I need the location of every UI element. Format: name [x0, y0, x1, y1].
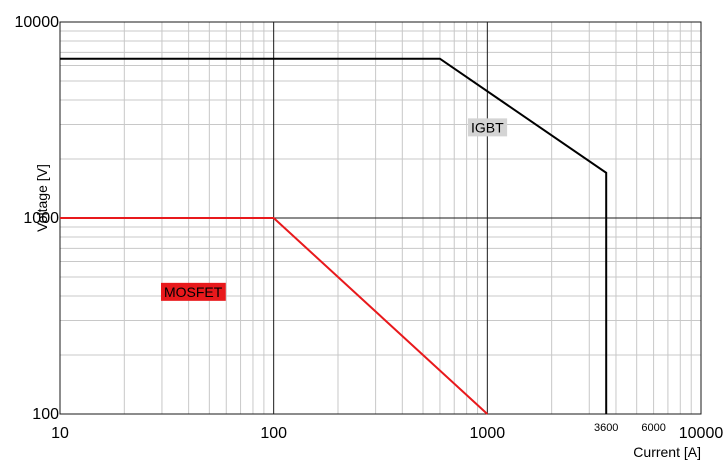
y-tick-label: 10000	[15, 14, 60, 31]
series-line-igbt	[60, 57, 608, 414]
x-axis-label: Current [A]	[633, 444, 701, 460]
y-axis-label: Voltage [V]	[34, 164, 50, 232]
series-label-text: IGBT	[471, 119, 504, 135]
x-tick-label: 3600	[594, 422, 618, 434]
x-tick-label: 1000	[470, 425, 506, 442]
x-tick-label: 10000	[679, 425, 724, 442]
series-line-mosfet	[60, 217, 488, 415]
x-tick-label: 100	[260, 425, 287, 442]
series-layer	[60, 57, 608, 415]
series-label-box	[160, 282, 226, 301]
series-labels: IGBT MOSFET	[160, 118, 508, 301]
y-tick-label: 1000	[23, 210, 59, 227]
x-tick-label: 6000	[641, 422, 665, 434]
series-label-box	[467, 118, 508, 137]
x-tick-label: 10	[51, 425, 69, 442]
y-tick-label: 100	[32, 406, 59, 423]
series-label-text: MOSFET	[164, 284, 223, 300]
tick-labels: 10 100 1000 3600 6000 10000 100 1000 10000	[15, 14, 724, 442]
series-label-igbt: IGBT	[467, 118, 508, 137]
series-label-mosfet: MOSFET	[160, 282, 226, 301]
